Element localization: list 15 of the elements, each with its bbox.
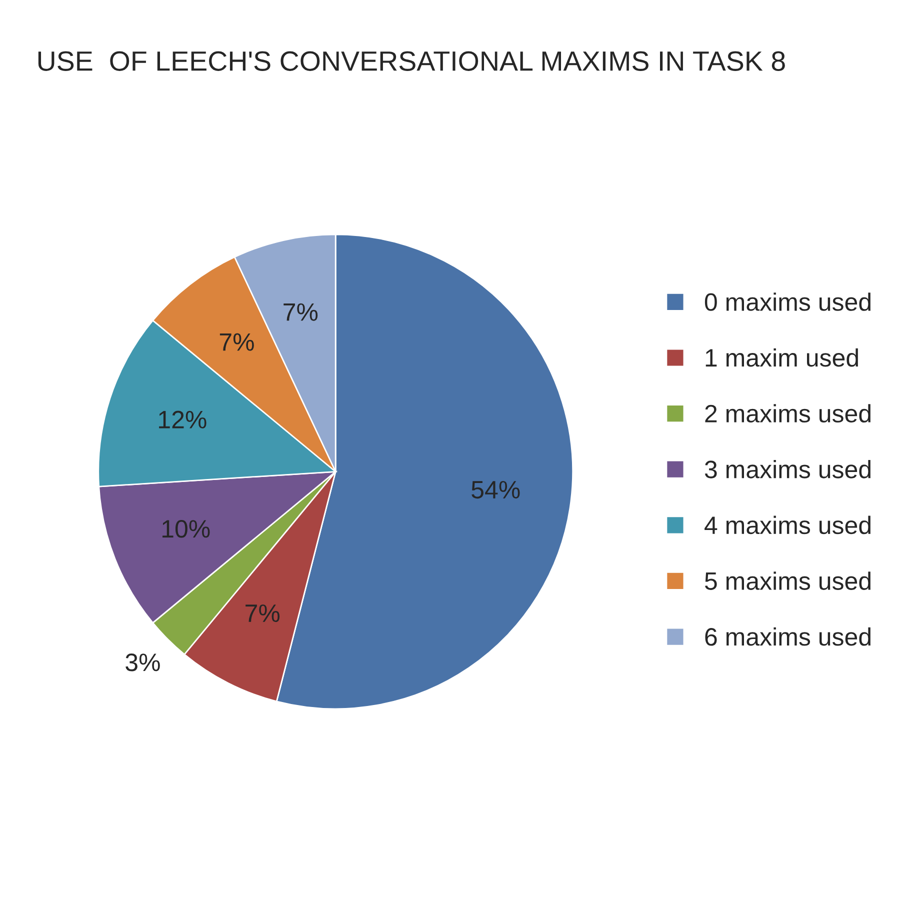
legend-label: 0 maxims used — [704, 292, 870, 311]
legend-label: 2 maxims used — [705, 404, 870, 423]
data-label: 10% — [162, 520, 210, 538]
data-label: 3% — [126, 654, 160, 672]
data-label: 54% — [472, 480, 520, 499]
data-label: 7% — [246, 604, 280, 622]
legend-label: 5 maxims used — [704, 572, 870, 590]
legend-label: 4 maxims used — [704, 516, 870, 534]
data-label: 7% — [284, 303, 318, 321]
legend-label: 6 maxims used — [705, 627, 870, 646]
legend-label: 1 maxim used — [706, 348, 858, 367]
data-label: 7% — [220, 333, 254, 351]
chart-title: USE OF LEECH'S CONVERSATIONAL MAXIMS IN TASK 8 — [38, 51, 785, 71]
data-label: 12% — [159, 410, 206, 428]
legend-label: 3 maxims used — [704, 460, 870, 478]
